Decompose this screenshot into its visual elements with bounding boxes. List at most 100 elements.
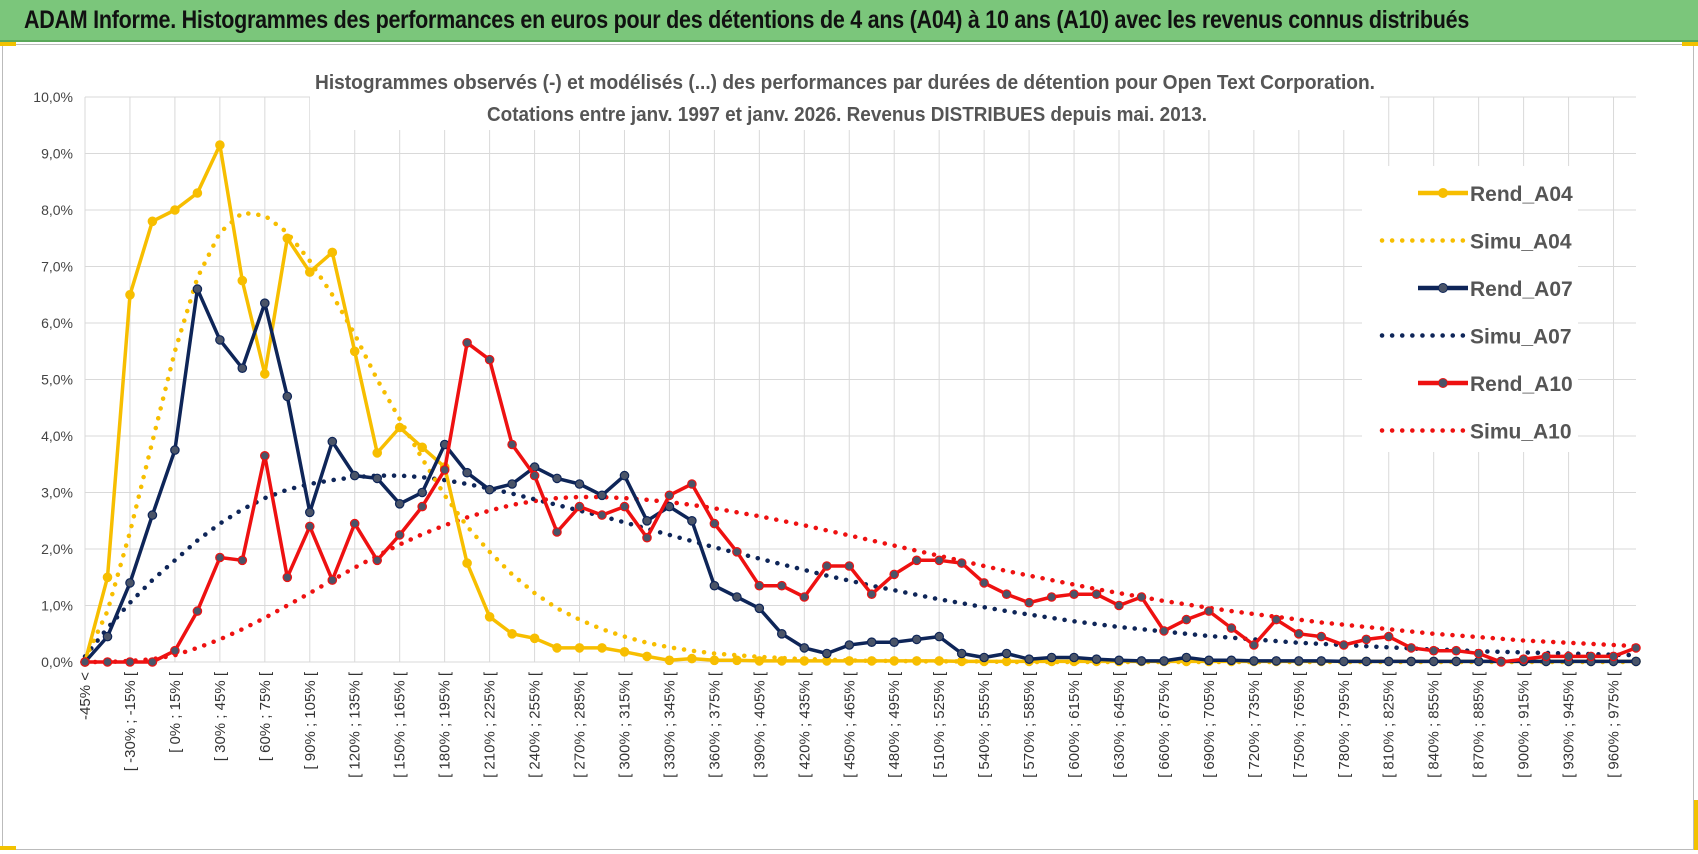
data-point xyxy=(529,470,540,481)
data-point xyxy=(1249,640,1259,650)
data-point xyxy=(125,657,135,667)
x-tick-label: [ 210% ; 225% [ xyxy=(482,671,499,778)
x-tick-label: [ 900% ; 915% [ xyxy=(1516,671,1533,778)
data-point xyxy=(394,530,405,540)
x-tick-label: [ 630% ; 645% [ xyxy=(1111,671,1128,778)
data-point xyxy=(642,515,652,526)
x-tick-label: [ 240% ; 255% [ xyxy=(527,671,544,778)
data-point xyxy=(776,628,787,639)
data-point xyxy=(1518,654,1529,664)
data-point xyxy=(215,140,225,150)
data-point xyxy=(709,518,720,529)
data-point xyxy=(1001,656,1012,667)
data-point xyxy=(349,346,360,357)
data-point xyxy=(687,479,697,489)
data-point xyxy=(170,445,180,455)
data-point xyxy=(170,645,180,656)
data-point xyxy=(844,561,855,571)
series-line xyxy=(83,287,1636,664)
data-point xyxy=(192,606,203,616)
data-point xyxy=(147,216,158,227)
data-point xyxy=(484,354,495,365)
data-point xyxy=(259,298,270,308)
data-point xyxy=(372,448,382,458)
chart-title-line1: Histogrammes observés (-) et modélisés (… xyxy=(315,72,1375,94)
data-point xyxy=(327,436,338,447)
y-tick-label: 1,0% xyxy=(41,598,73,614)
data-point xyxy=(844,656,855,666)
data-point xyxy=(1226,655,1237,666)
data-point xyxy=(799,592,810,602)
data-point xyxy=(192,284,203,294)
data-point xyxy=(1159,626,1169,636)
y-tick-label: 0,0% xyxy=(41,654,73,670)
data-point xyxy=(687,653,697,664)
data-point xyxy=(215,335,225,345)
x-tick-label: [ 360% ; 375% [ xyxy=(706,671,723,778)
legend: Rend_A04 Simu_A04 Rend_A07 Simu_A07 Rend_A10… xyxy=(1379,183,1573,444)
data-point xyxy=(1473,656,1484,667)
data-point xyxy=(1361,634,1372,645)
data-point xyxy=(1541,651,1551,662)
data-point xyxy=(507,628,517,639)
legend-marker xyxy=(1438,378,1448,388)
data-point xyxy=(1114,655,1124,666)
data-point xyxy=(1024,597,1034,608)
data-point xyxy=(282,391,293,402)
y-tick-label: 10,0% xyxy=(33,89,73,105)
data-point xyxy=(1271,614,1282,625)
data-point xyxy=(754,603,765,614)
data-point xyxy=(597,510,607,520)
x-tick-label: [ 720% ; 735% [ xyxy=(1246,671,1263,778)
data-point xyxy=(259,369,270,379)
data-point xyxy=(304,521,315,532)
data-point xyxy=(394,498,405,509)
data-point xyxy=(1136,592,1147,602)
data-point xyxy=(1069,652,1079,663)
data-point xyxy=(911,555,922,566)
data-point xyxy=(1204,655,1214,666)
data-point xyxy=(1069,589,1079,599)
data-point xyxy=(1496,657,1506,667)
y-tick-label: 5,0% xyxy=(41,372,73,388)
data-point xyxy=(889,569,899,580)
x-tick-label: [ 0% ; 15% [ xyxy=(167,671,184,753)
data-point xyxy=(1091,654,1102,664)
data-point xyxy=(776,580,787,591)
x-tick-label: [ -30% ; -15% [ xyxy=(122,671,139,771)
x-tick-label: [ 120% ; 135% [ xyxy=(347,671,364,778)
data-point xyxy=(1001,589,1012,599)
data-point xyxy=(799,643,810,653)
data-point xyxy=(462,337,472,348)
data-point xyxy=(484,611,495,622)
legend-marker xyxy=(1438,283,1448,293)
x-tick-label: [ 540% ; 555% [ xyxy=(976,671,993,778)
x-tick-label: -45% < xyxy=(77,672,94,720)
data-point xyxy=(664,655,675,666)
data-point xyxy=(80,657,90,667)
data-point xyxy=(529,633,540,644)
corner-marker-top-left xyxy=(0,42,16,46)
data-point xyxy=(439,465,450,475)
data-point xyxy=(776,656,787,666)
data-point xyxy=(102,631,113,642)
x-tick-label: [ 420% ; 435% [ xyxy=(796,671,813,778)
data-point xyxy=(1271,656,1282,666)
x-tick-label: [ 810% ; 825% [ xyxy=(1381,671,1398,778)
data-point xyxy=(866,589,877,599)
legend-marker xyxy=(1438,188,1448,198)
data-point xyxy=(552,643,562,653)
legend-label: Simu_A07 xyxy=(1470,326,1572,349)
data-point xyxy=(619,501,630,512)
data-point xyxy=(799,656,810,666)
data-point xyxy=(327,575,338,585)
y-axis-ticks: 0,0% 1,0% 2,0% 3,0% 4,0% 5,0% 6,0% 7,0% 8,0% 9,0%… xyxy=(33,89,73,670)
data-point xyxy=(911,634,922,645)
data-point xyxy=(664,490,675,501)
legend-label: Simu_A10 xyxy=(1470,421,1572,444)
y-tick-label: 6,0% xyxy=(41,315,73,331)
legend-item-rend-a07: Rend_A07 xyxy=(1418,278,1573,301)
x-tick-label: [ 660% ; 675% [ xyxy=(1156,671,1173,778)
data-point xyxy=(259,450,270,461)
